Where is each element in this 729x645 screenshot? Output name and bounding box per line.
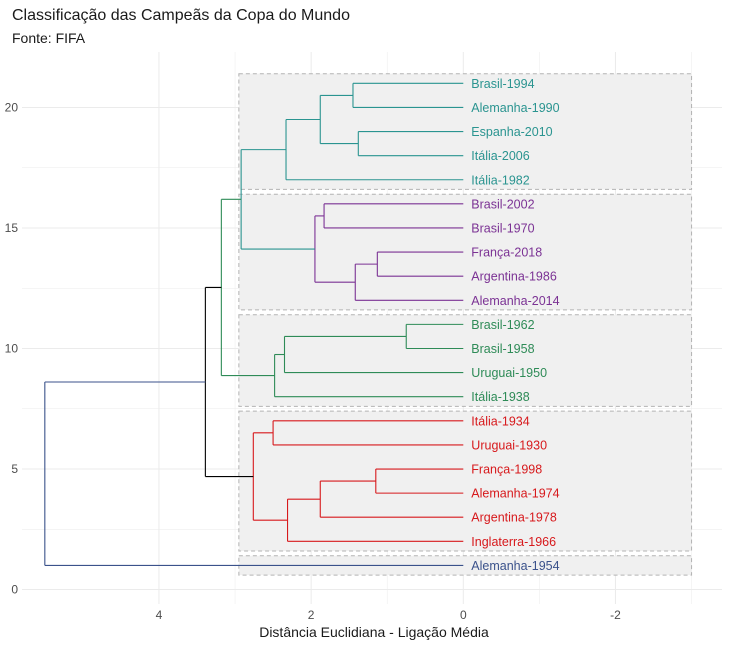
leaf-labels: Alemanha-1954 Inglaterra-1966 Argentina-19… [471,77,559,573]
leaf-label: Brasil-1994 [471,77,534,91]
x-tick-label: -2 [610,608,621,622]
leaf-label: Brasil-1958 [471,342,534,356]
leaf-label: Uruguai-1930 [471,438,547,452]
leaf-label: Alemanha-1990 [471,101,559,115]
leaf-label: Argentina-1978 [471,511,557,525]
cluster-box [238,73,693,190]
leaf-label: Brasil-1962 [471,318,534,332]
cluster-box [238,314,693,407]
leaf-label: Argentina-1986 [471,270,557,284]
chart-subtitle: Fonte: FIFA [12,30,86,46]
leaf-label: Itália-1934 [471,414,529,428]
y-tick-label: 15 [5,221,19,235]
leaf-label: Alemanha-1954 [471,559,559,573]
y-axis-ticks: 0 5 10 15 20 [5,100,19,596]
y-tick-label: 5 [11,462,18,476]
leaf-label: Brasil-1970 [471,221,534,235]
leaf-label: Uruguai-1950 [471,366,547,380]
x-tick-label: 0 [460,608,467,622]
leaf-label: Brasil-2002 [471,197,534,211]
leaf-label: Alemanha-1974 [471,487,559,501]
x-axis-title: Distância Euclidiana - Ligação Média [259,624,489,640]
y-tick-label: 0 [11,583,18,597]
leaf-label: Itália-1938 [471,390,529,404]
leaf-label: Alemanha-2014 [471,294,559,308]
leaf-label: Inglaterra-1966 [471,535,556,549]
leaf-label: Itália-2006 [471,149,529,163]
cluster-boxes [238,73,693,576]
cluster-box [238,410,693,552]
leaf-label: França-2018 [471,246,542,260]
branches [44,82,464,566]
leaf-label: França-1998 [471,463,542,477]
x-tick-label: 4 [156,608,163,622]
leaf-label: Espanha-2010 [471,125,552,139]
leaf-label: Itália-1982 [471,173,529,187]
x-axis-ticks: 4 2 0 -2 [156,608,622,622]
x-tick-label: 2 [308,608,315,622]
chart-title: Classificação das Campeãs da Copa do Mun… [12,7,350,24]
y-tick-label: 20 [5,100,19,114]
y-tick-label: 10 [5,341,19,355]
cluster-box [238,193,693,311]
